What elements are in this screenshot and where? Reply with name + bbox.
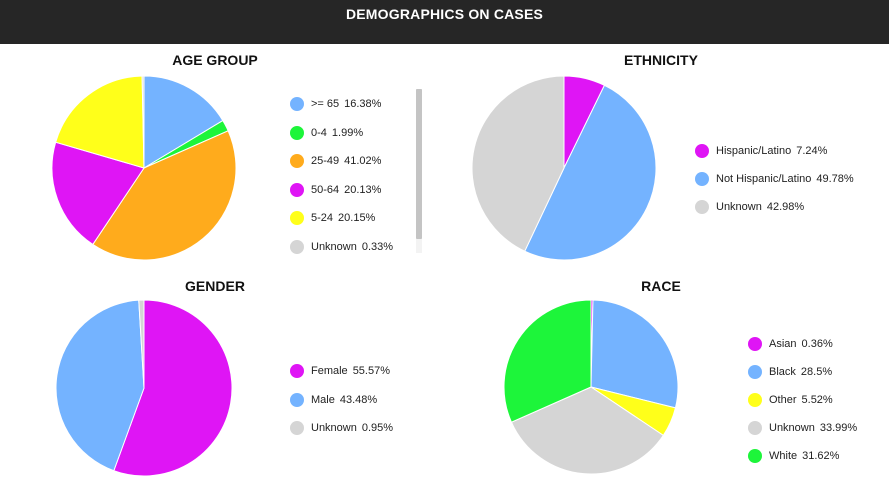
- age-legend-item-50-64[interactable]: 50-64 20.13%: [290, 181, 381, 199]
- ethnicity-pie-chart: [471, 75, 657, 261]
- age-legend-value: 0.33%: [361, 240, 394, 253]
- age-legend-label: >= 65: [311, 98, 340, 110]
- ethnicity-legend-swatch: [695, 144, 709, 158]
- age-legend-scroll-thumb[interactable]: [416, 89, 422, 239]
- age-pie-chart: [51, 75, 237, 261]
- gender-legend-label: Female: [311, 365, 348, 377]
- ethnicity-legend-item-not-hispanic-latino[interactable]: Not Hispanic/Latino 49.78%: [695, 170, 854, 188]
- page-title: DEMOGRAPHICS ON CASES: [345, 6, 544, 22]
- gender-legend-label: Male: [311, 393, 335, 406]
- age-legend-value: 41.02%: [344, 155, 382, 167]
- gender-legend-swatch: [290, 364, 304, 378]
- ethnicity-legend-label: Unknown: [716, 201, 762, 213]
- ethnicity-legend-value: 7.24%: [796, 145, 828, 157]
- age-legend-item-unknown[interactable]: Unknown 0.33%: [290, 238, 393, 256]
- age-legend-viewport[interactable]: >= 65 16.38% 0-4 1.99% 25-49 41.02% 50-64 20.13…: [290, 95, 410, 255]
- ethnicity-legend-value: 49.78%: [816, 173, 854, 185]
- race-legend-label: Other: [769, 394, 797, 406]
- age-legend-scrollbar[interactable]: [416, 89, 422, 253]
- race-legend-label: Unknown: [769, 422, 815, 434]
- gender-slice-unknown[interactable]: [138, 299, 145, 389]
- age-legend-value: 1.99%: [331, 126, 364, 139]
- ethnicity-chart-title: ETHNICITY: [624, 52, 698, 68]
- ethnicity-legend-item-unknown[interactable]: Unknown 42.98%: [695, 198, 804, 216]
- ethnicity-slice-unknown[interactable]: [471, 75, 565, 252]
- age-slice-unknown[interactable]: [141, 75, 145, 169]
- race-pie-chart: [503, 299, 679, 475]
- ethnicity-legend-swatch: [695, 200, 709, 214]
- age-legend-item-5-24[interactable]: 5-24 20.15%: [290, 209, 375, 227]
- race-legend-value: 5.52%: [801, 394, 833, 406]
- age-legend-label: 50-64: [311, 183, 340, 196]
- gender-slice-female[interactable]: [113, 299, 233, 477]
- race-legend-swatch: [748, 337, 762, 351]
- race-slice-unknown[interactable]: [510, 386, 665, 475]
- race-legend-item-black[interactable]: Black 28.5%: [748, 363, 832, 381]
- gender-legend-value: 55.57%: [352, 365, 390, 377]
- header-bar: DEMOGRAPHICS ON CASES: [0, 0, 889, 44]
- age-slice-5-24[interactable]: [55, 75, 145, 169]
- gender-legend-item-male[interactable]: Male 43.48%: [290, 391, 377, 409]
- race-legend-label: Black: [769, 366, 796, 378]
- gender-chart-title: GENDER: [185, 278, 245, 294]
- age-chart-title: AGE GROUP: [172, 52, 258, 68]
- age-legend-swatch: [290, 182, 304, 197]
- age-legend-swatch: [290, 211, 304, 225]
- race-legend-swatch: [748, 365, 762, 379]
- gender-legend-label: Unknown: [311, 422, 357, 434]
- age-legend-item-gte-65[interactable]: >= 65 16.38%: [290, 95, 381, 113]
- ethnicity-legend-label: Hispanic/Latino: [716, 145, 792, 157]
- race-legend-value: 33.99%: [819, 422, 858, 434]
- race-slice-white[interactable]: [503, 299, 592, 423]
- age-legend-swatch: [290, 239, 304, 254]
- gender-legend-value: 0.95%: [361, 422, 394, 434]
- gender-pie-chart: [55, 299, 233, 477]
- race-legend-swatch: [748, 421, 762, 435]
- age-legend-label: Unknown: [311, 240, 357, 253]
- age-legend-value: 20.13%: [344, 183, 382, 196]
- age-slice-gte-65[interactable]: [143, 75, 224, 169]
- gender-slice-male[interactable]: [55, 299, 145, 472]
- race-legend-label: White: [769, 450, 798, 462]
- ethnicity-legend-label: Not Hispanic/Latino: [716, 173, 812, 185]
- ethnicity-legend-item-hispanic-latino[interactable]: Hispanic/Latino 7.24%: [695, 142, 827, 160]
- age-legend-label: 5-24: [311, 212, 334, 224]
- age-legend-value: 16.38%: [344, 98, 382, 110]
- race-slice-black[interactable]: [590, 299, 679, 409]
- age-legend-swatch: [290, 97, 304, 111]
- race-legend-value: 31.62%: [802, 450, 840, 462]
- ethnicity-legend-value: 42.98%: [766, 201, 805, 213]
- gender-legend-item-unknown[interactable]: Unknown 0.95%: [290, 419, 393, 437]
- ethnicity-slice-not-hispanic-latino[interactable]: [524, 84, 657, 261]
- age-legend-item-25-49[interactable]: 25-49 41.02%: [290, 152, 381, 170]
- gender-legend-value: 43.48%: [339, 393, 378, 406]
- age-legend-value: 20.15%: [338, 212, 376, 224]
- age-slice-50-64[interactable]: [51, 141, 145, 246]
- gender-legend-swatch: [290, 392, 304, 407]
- age-legend-label: 0-4: [311, 126, 327, 139]
- gender-legend-item-female[interactable]: Female 55.57%: [290, 362, 390, 380]
- age-slice-25-49[interactable]: [92, 130, 237, 261]
- age-legend-item-0-4[interactable]: 0-4 1.99%: [290, 124, 363, 142]
- race-legend-item-other[interactable]: Other 5.52%: [748, 391, 833, 409]
- age-legend-swatch: [290, 154, 304, 168]
- ethnicity-legend-swatch: [695, 172, 709, 186]
- race-legend-item-asian[interactable]: Asian 0.36%: [748, 335, 833, 353]
- age-legend-swatch: [290, 125, 304, 140]
- race-chart-title: RACE: [641, 278, 681, 294]
- race-legend-value: 0.36%: [801, 338, 833, 350]
- race-legend-swatch: [748, 393, 762, 407]
- race-legend-item-unknown[interactable]: Unknown 33.99%: [748, 419, 857, 437]
- race-legend-swatch: [748, 449, 762, 463]
- race-legend-item-white[interactable]: White 31.62%: [748, 447, 839, 465]
- race-legend-label: Asian: [769, 338, 797, 350]
- race-legend-value: 28.5%: [800, 366, 833, 378]
- gender-legend-swatch: [290, 421, 304, 435]
- age-legend-label: 25-49: [311, 155, 340, 167]
